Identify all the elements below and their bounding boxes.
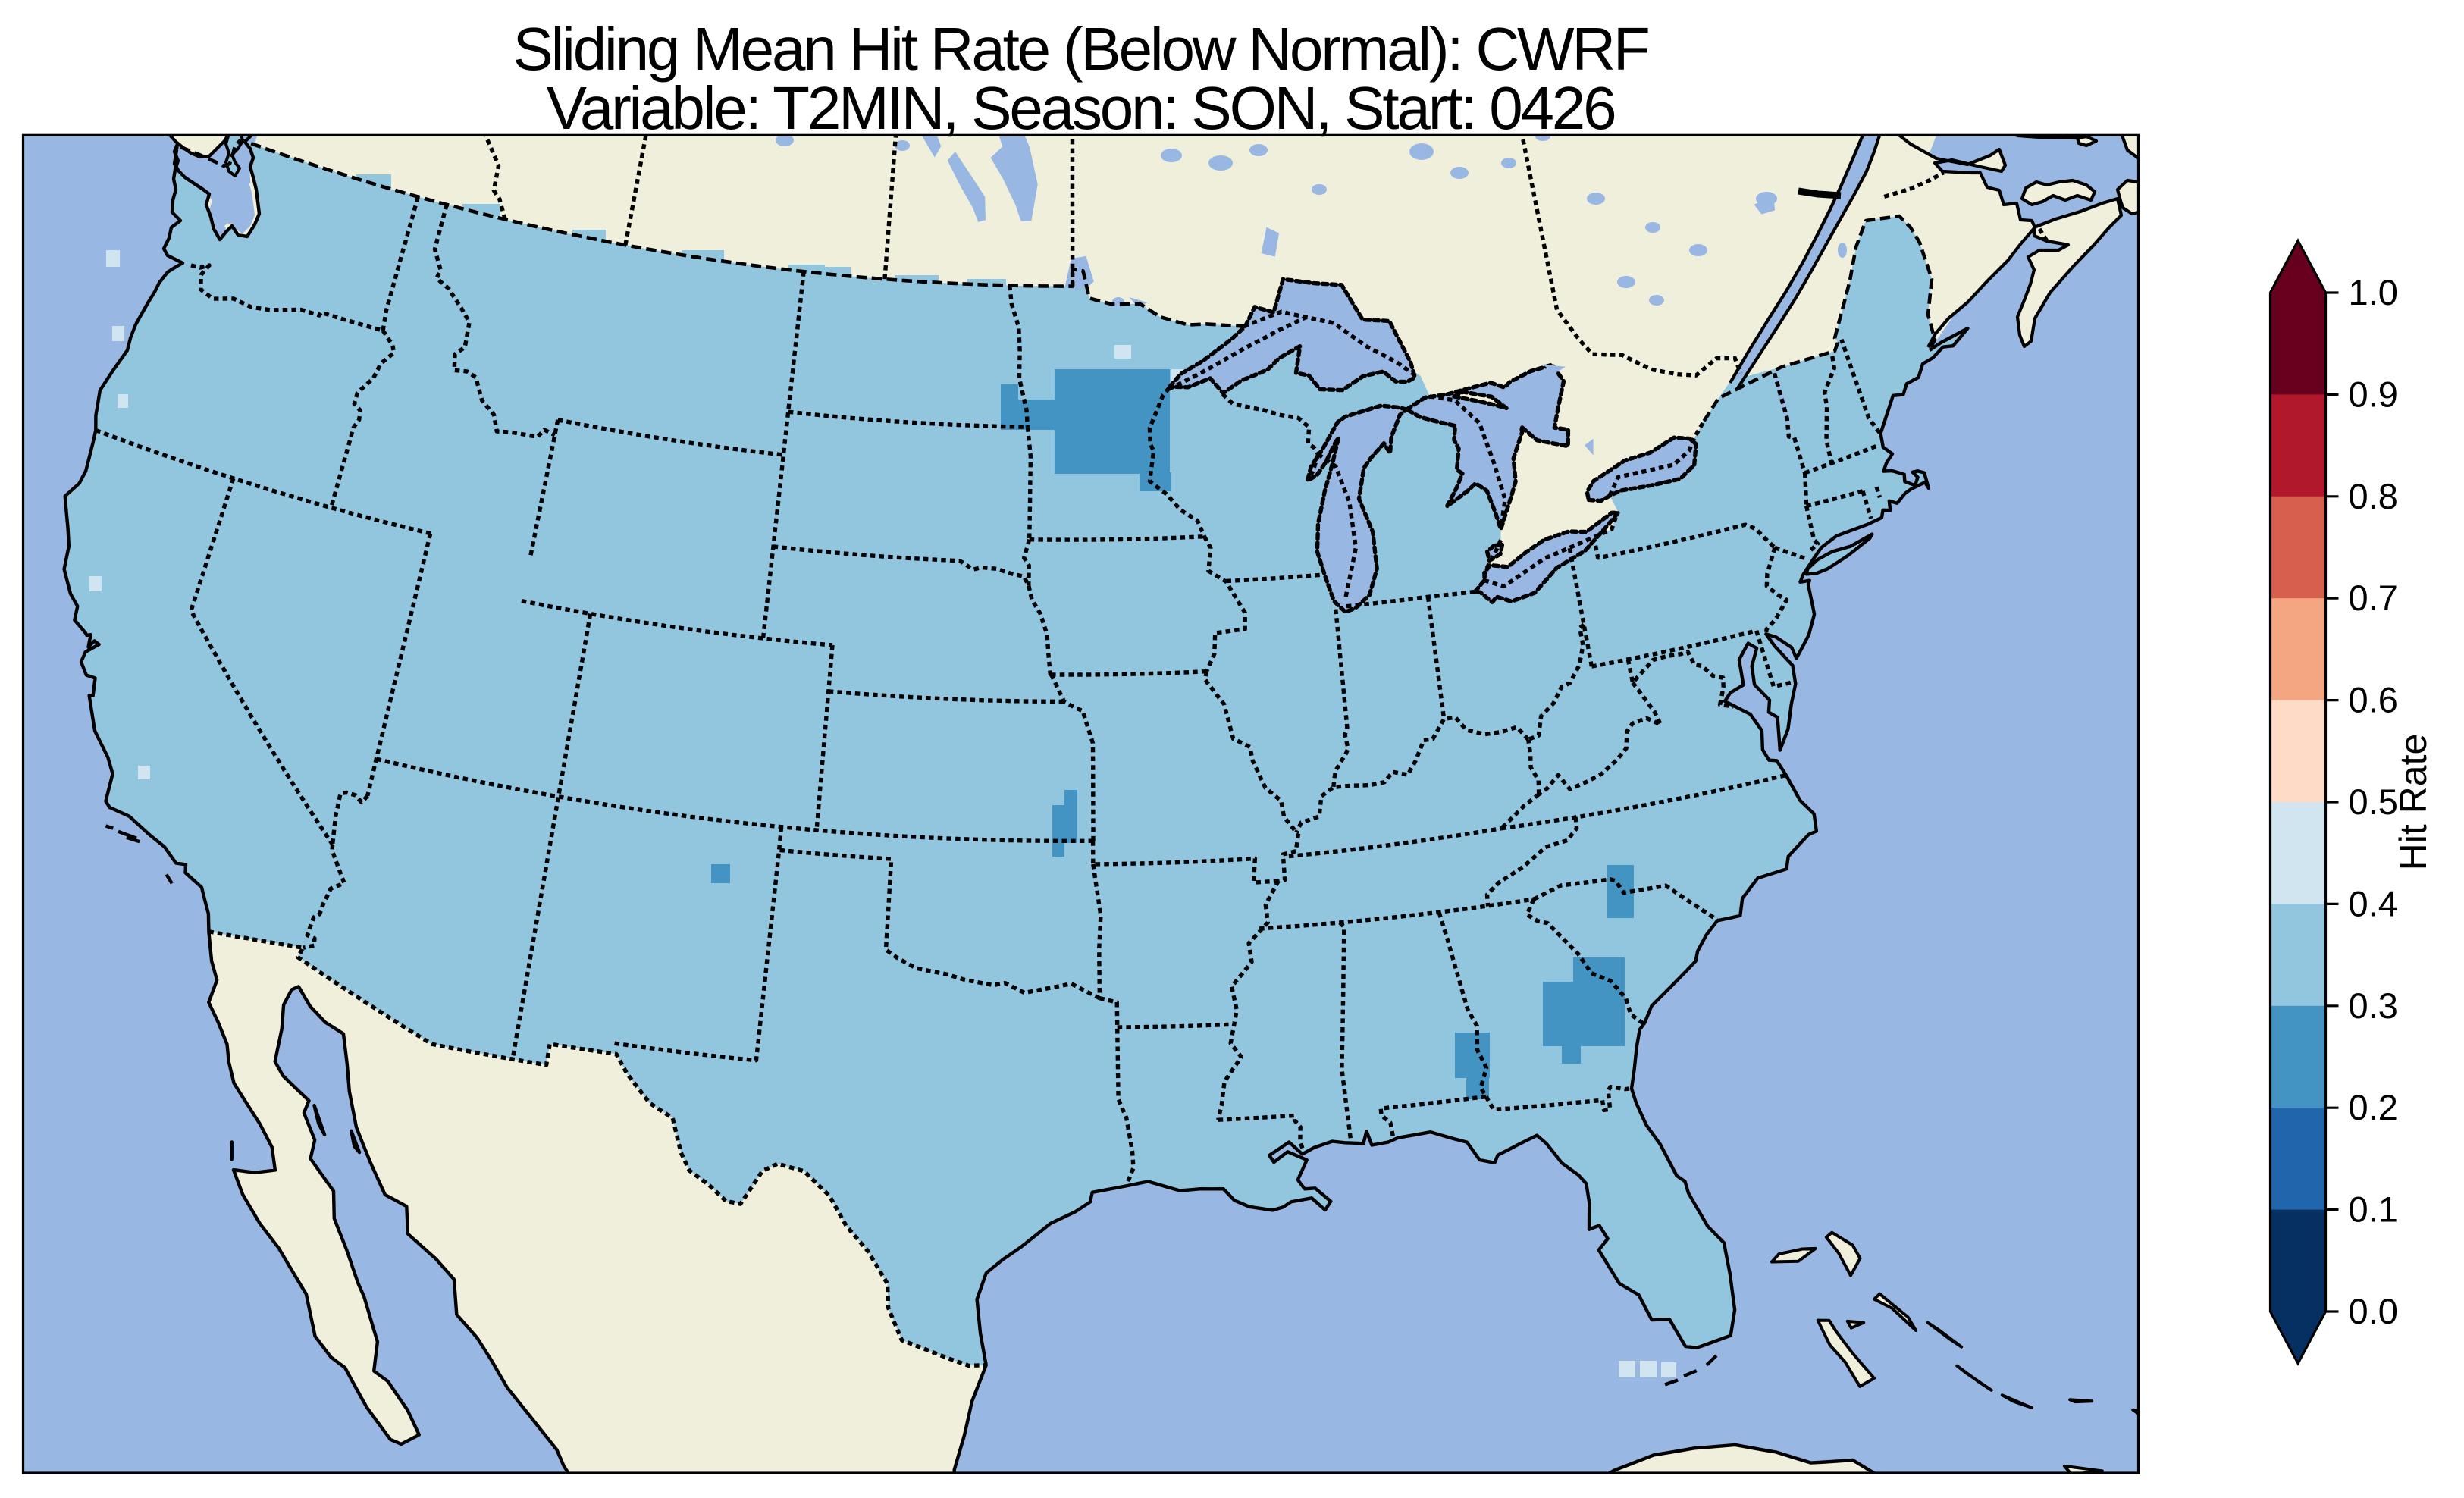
- svg-text:0.4: 0.4: [2349, 883, 2398, 923]
- svg-text:0.7: 0.7: [2349, 578, 2398, 618]
- svg-text:Sliding Mean Hit Rate (Below N: Sliding Mean Hit Rate (Below Normal): CW…: [513, 15, 1647, 83]
- svg-text:Variable: T2MIN, Season: SON,: Variable: T2MIN, Season: SON, Start: 042…: [547, 74, 1615, 142]
- svg-text:0.2: 0.2: [2349, 1087, 2398, 1127]
- svg-text:1.0: 1.0: [2349, 272, 2398, 312]
- svg-text:0.6: 0.6: [2349, 680, 2398, 720]
- svg-text:0.8: 0.8: [2349, 476, 2398, 516]
- svg-text:0.3: 0.3: [2349, 986, 2398, 1026]
- svg-text:0.9: 0.9: [2349, 374, 2398, 414]
- svg-text:0.5: 0.5: [2349, 782, 2398, 822]
- svg-text:0.0: 0.0: [2349, 1291, 2398, 1331]
- svg-text:0.1: 0.1: [2349, 1189, 2398, 1230]
- svg-text:Hit Rate: Hit Rate: [2392, 734, 2434, 871]
